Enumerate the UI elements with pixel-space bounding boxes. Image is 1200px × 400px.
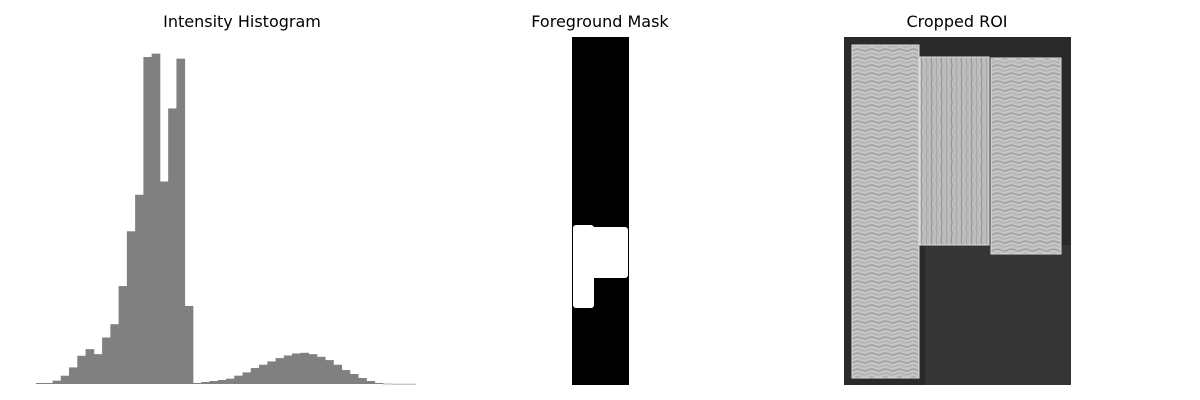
wood-block-left xyxy=(851,44,920,379)
histogram-bar xyxy=(316,356,326,384)
histogram-bar xyxy=(102,337,111,384)
histogram-bar xyxy=(110,324,120,384)
histogram-bar xyxy=(366,381,376,384)
roi-title: Cropped ROI xyxy=(906,12,1008,31)
histogram-bar xyxy=(168,108,177,384)
histogram-bar xyxy=(143,56,153,384)
wood-block-middle xyxy=(919,56,990,246)
cropped-roi-image xyxy=(844,37,1071,385)
histogram-bar xyxy=(118,286,128,384)
histogram-bar xyxy=(308,354,318,384)
wood-block-right xyxy=(990,57,1062,255)
histogram-bar xyxy=(60,375,70,384)
histogram-bar xyxy=(300,352,310,384)
histogram-bar xyxy=(44,383,53,384)
histogram-bar xyxy=(283,355,293,384)
histogram-bar xyxy=(184,305,194,384)
histogram-bar xyxy=(325,360,334,384)
histogram-bar xyxy=(349,374,359,384)
histogram-bar xyxy=(151,53,161,384)
histogram-bar xyxy=(333,364,343,384)
mask-blob-right xyxy=(588,227,628,278)
histogram-bar xyxy=(399,383,409,385)
histogram-bar xyxy=(250,368,260,384)
histogram-bar xyxy=(259,364,268,384)
histogram-bar xyxy=(292,353,301,384)
histogram-bar xyxy=(201,382,210,384)
histogram-bar xyxy=(93,354,103,384)
histogram-bar xyxy=(52,380,62,384)
histogram-bar xyxy=(217,380,227,384)
histogram-bar xyxy=(85,349,95,384)
roi-shadow xyxy=(925,245,1071,385)
mask-background xyxy=(572,37,629,385)
foreground-mask-image xyxy=(572,37,629,385)
histogram-bar xyxy=(126,231,136,384)
histogram-bar xyxy=(267,361,276,384)
histogram-bar xyxy=(374,383,384,384)
histogram-bar xyxy=(382,383,392,385)
histogram-bar xyxy=(358,378,367,384)
histogram-bar xyxy=(77,355,86,384)
histogram-bar xyxy=(275,358,285,384)
histogram-bar xyxy=(391,383,400,385)
histogram-bar xyxy=(69,367,78,384)
histogram-bar xyxy=(135,194,144,384)
histogram-bar xyxy=(242,372,252,384)
mask-title: Foreground Mask xyxy=(531,12,669,31)
histogram-bar xyxy=(234,375,243,384)
histogram-bar xyxy=(36,383,45,384)
histogram-bar xyxy=(407,383,417,385)
histogram-bars xyxy=(36,53,417,385)
histogram-bar xyxy=(226,378,235,384)
histogram-bar xyxy=(159,181,169,384)
histogram-bar xyxy=(192,383,202,384)
histogram-bar xyxy=(209,381,219,384)
histogram-bar xyxy=(176,58,186,384)
histogram-title: Intensity Histogram xyxy=(163,12,321,31)
histogram-bar xyxy=(341,370,351,384)
